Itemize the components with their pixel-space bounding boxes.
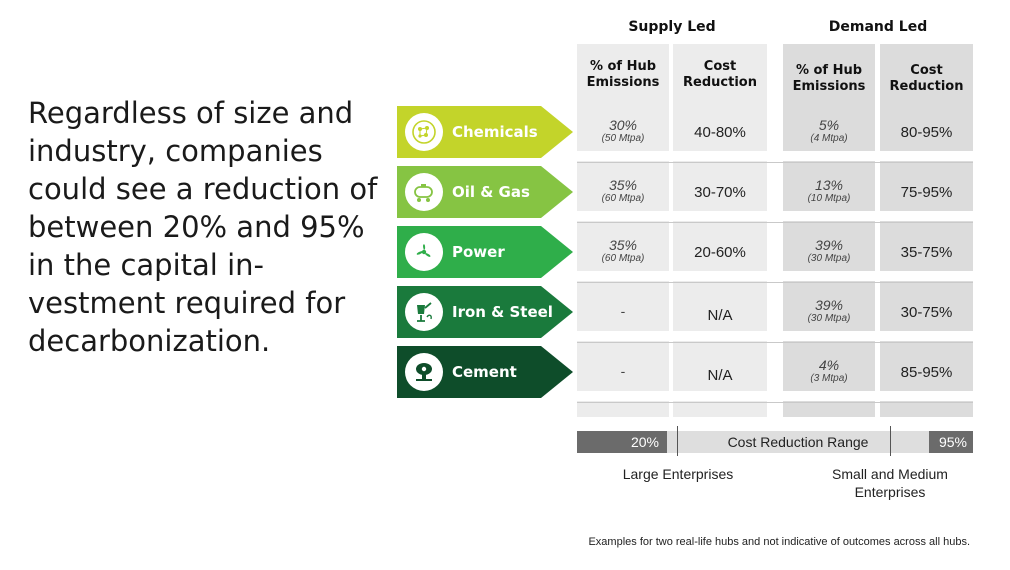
industry-arrow-iron-steel: Iron & Steel: [397, 286, 573, 338]
range-tick-right: [890, 426, 891, 456]
row-gap: [577, 151, 973, 161]
demand-emissions-cell-mtpa: (4 Mtpa): [810, 133, 848, 144]
row-gap: [577, 211, 973, 221]
supply-cost-cell: N/A: [707, 306, 733, 324]
demand-emissions-cell-value: 39%: [814, 297, 844, 313]
footnote: Examples for two real-life hubs and not …: [588, 536, 970, 548]
supply-emissions-cell-value: -: [620, 363, 626, 379]
label-small-medium-enterprises: Small and Medium Enterprises: [832, 466, 948, 500]
header-demand-emissions: % of Hub Emissions: [792, 63, 866, 94]
header-supply-cost: Cost Reduction: [683, 59, 757, 90]
demand-cost-cell: 85-95%: [900, 363, 953, 381]
industry-label: Chemicals: [452, 123, 538, 141]
row-separator: [577, 162, 973, 163]
row-gap: [577, 331, 973, 341]
supply-emissions-cell-mtpa: (60 Mtpa): [601, 253, 645, 264]
industry-arrow-chemicals: Chemicals: [397, 106, 573, 158]
demand-emissions-cell-value: 5%: [818, 117, 840, 133]
demand-emissions-cell: 4% (3 Mtpa): [783, 353, 875, 389]
row-gap: [577, 271, 973, 281]
industry-label: Iron & Steel: [452, 303, 553, 321]
demand-emissions-cell-value: 13%: [814, 177, 844, 193]
industry-label: Cement: [452, 363, 517, 381]
supply-emissions-cell-value: 30%: [608, 117, 638, 133]
column-supply-emissions: [577, 44, 669, 417]
molecule-icon: [405, 113, 443, 151]
range-tick-left: [677, 426, 678, 456]
demand-emissions-cell-mtpa: (10 Mtpa): [807, 193, 851, 204]
header-demand-cost: Cost Reduction: [889, 63, 964, 94]
cement-mixer-icon: [405, 353, 443, 391]
row-gap: [577, 391, 973, 401]
supply-emissions-cell: -: [577, 293, 669, 329]
row-separator: [577, 222, 973, 223]
label-large-enterprises: Large Enterprises: [622, 466, 734, 482]
column-supply-cost: [673, 44, 767, 417]
industry-label: Power: [452, 243, 505, 261]
demand-emissions-cell-mtpa: (30 Mtpa): [807, 253, 851, 264]
demand-cost-cell: 80-95%: [900, 123, 953, 141]
demand-emissions-cell: 13% (10 Mtpa): [783, 173, 875, 209]
demand-emissions-cell-mtpa: (3 Mtpa): [810, 373, 848, 384]
demand-emissions-cell: 5% (4 Mtpa): [783, 113, 875, 149]
supply-cost-cell: N/A: [707, 366, 733, 384]
supply-emissions-cell: 30% (50 Mtpa): [577, 113, 669, 149]
industry-arrow-power: Power: [397, 226, 573, 278]
row-separator: [577, 342, 973, 343]
row-separator: [577, 282, 973, 283]
demand-emissions-cell: 39% (30 Mtpa): [783, 233, 875, 269]
industry-arrow-cement: Cement: [397, 346, 573, 398]
supply-emissions-cell: -: [577, 353, 669, 389]
range-label: Cost Reduction Range: [667, 431, 929, 453]
supply-emissions-cell-value: 35%: [608, 237, 638, 253]
supply-cost-cell: 30-70%: [694, 183, 746, 201]
industry-label: Oil & Gas: [452, 183, 530, 201]
row-separator: [577, 402, 973, 403]
supply-emissions-cell: 35% (60 Mtpa): [577, 233, 669, 269]
header-supply-emissions: % of Hub Emissions: [586, 59, 660, 90]
supply-cost-cell: 20-60%: [694, 243, 746, 261]
demand-cost-cell: 35-75%: [900, 243, 953, 261]
range-high: 95%: [929, 431, 973, 453]
supply-emissions-cell-mtpa: (50 Mtpa): [601, 133, 645, 144]
range-low: 20%: [577, 431, 667, 453]
industry-arrow-oil-gas: Oil & Gas: [397, 166, 573, 218]
demand-emissions-cell: 39% (30 Mtpa): [783, 293, 875, 329]
oil-tank-icon: [405, 173, 443, 211]
demand-cost-cell: 30-75%: [900, 303, 953, 321]
ladle-icon: [405, 293, 443, 331]
supply-emissions-cell: 35% (60 Mtpa): [577, 173, 669, 209]
group-demand-led: Demand Led: [828, 19, 928, 35]
column-demand-cost: [880, 44, 973, 417]
demand-emissions-cell-mtpa: (30 Mtpa): [807, 313, 851, 324]
supply-cost-cell: 40-80%: [694, 123, 746, 141]
supply-emissions-cell-value: -: [620, 303, 626, 319]
column-demand-emissions: [783, 44, 875, 417]
turbine-icon: [405, 233, 443, 271]
demand-emissions-cell-value: 39%: [814, 237, 844, 253]
demand-emissions-cell-value: 4%: [818, 357, 840, 373]
supply-emissions-cell-mtpa: (60 Mtpa): [601, 193, 645, 204]
headline: Regardless of size and industry, compani…: [28, 96, 378, 358]
demand-cost-cell: 75-95%: [900, 183, 953, 201]
supply-emissions-cell-value: 35%: [608, 177, 638, 193]
group-supply-led: Supply Led: [628, 19, 716, 35]
